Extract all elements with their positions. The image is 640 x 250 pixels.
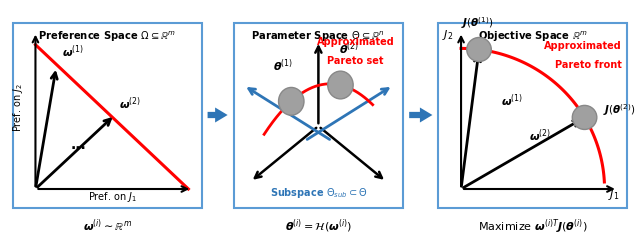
Text: Approximated: Approximated bbox=[544, 41, 621, 51]
Circle shape bbox=[278, 88, 304, 115]
FancyBboxPatch shape bbox=[234, 22, 403, 208]
Circle shape bbox=[328, 71, 353, 99]
Text: $J_1$: $J_1$ bbox=[608, 188, 620, 202]
Text: $\boldsymbol{\theta}^{(2)}$: $\boldsymbol{\theta}^{(2)}$ bbox=[339, 41, 359, 57]
Text: Pref. on $J_2$: Pref. on $J_2$ bbox=[12, 83, 26, 132]
Text: $\boldsymbol{\theta}^{(i)} = \mathcal{H}(\boldsymbol{\omega}^{(i)})$: $\boldsymbol{\theta}^{(i)} = \mathcal{H}… bbox=[285, 218, 352, 235]
Circle shape bbox=[572, 106, 597, 130]
Text: $\boldsymbol{\omega}^{(1)}$: $\boldsymbol{\omega}^{(1)}$ bbox=[62, 44, 84, 60]
Text: ...: ... bbox=[71, 138, 87, 151]
Text: $\boldsymbol{J}(\boldsymbol{\theta}^{(1)})$: $\boldsymbol{J}(\boldsymbol{\theta}^{(1)… bbox=[461, 15, 493, 31]
Text: Maximize $\boldsymbol{\omega}^{(i)T}\boldsymbol{J}(\boldsymbol{\theta}^{(i)})$: Maximize $\boldsymbol{\omega}^{(i)T}\bol… bbox=[478, 218, 588, 236]
Text: $\boldsymbol{\omega}^{(1)}$: $\boldsymbol{\omega}^{(1)}$ bbox=[500, 92, 523, 109]
FancyBboxPatch shape bbox=[438, 22, 627, 208]
Text: Preference Space $\Omega \subseteq \mathbb{R}^m$: Preference Space $\Omega \subseteq \math… bbox=[38, 30, 177, 44]
FancyBboxPatch shape bbox=[13, 22, 202, 208]
Circle shape bbox=[467, 38, 492, 62]
Text: Objective Space $\mathbb{R}^m$: Objective Space $\mathbb{R}^m$ bbox=[478, 30, 588, 44]
Text: $\boldsymbol{J}(\boldsymbol{\theta}^{(2)})$: $\boldsymbol{J}(\boldsymbol{\theta}^{(2)… bbox=[604, 102, 636, 118]
Text: Pareto front: Pareto front bbox=[555, 60, 621, 70]
Text: $\boldsymbol{\omega}^{(2)}$: $\boldsymbol{\omega}^{(2)}$ bbox=[118, 96, 141, 112]
Text: Pareto set: Pareto set bbox=[328, 56, 384, 66]
Text: $\boldsymbol{\omega}^{(2)}$: $\boldsymbol{\omega}^{(2)}$ bbox=[529, 128, 551, 144]
Text: $\boldsymbol{\theta}^{(1)}$: $\boldsymbol{\theta}^{(1)}$ bbox=[273, 57, 293, 74]
Text: Approximated: Approximated bbox=[317, 37, 395, 47]
Text: Parameter Space $\Theta \subseteq \mathbb{R}^n$: Parameter Space $\Theta \subseteq \mathb… bbox=[252, 30, 385, 44]
Text: $J_2$: $J_2$ bbox=[442, 28, 454, 42]
Text: Subspace $\Theta_{sub} \subset \Theta$: Subspace $\Theta_{sub} \subset \Theta$ bbox=[269, 186, 367, 200]
Text: Pref. on $J_1$: Pref. on $J_1$ bbox=[88, 190, 138, 204]
Text: $\boldsymbol{\omega}^{(i)}\sim\mathbb{R}^m$: $\boldsymbol{\omega}^{(i)}\sim\mathbb{R}… bbox=[83, 218, 132, 234]
